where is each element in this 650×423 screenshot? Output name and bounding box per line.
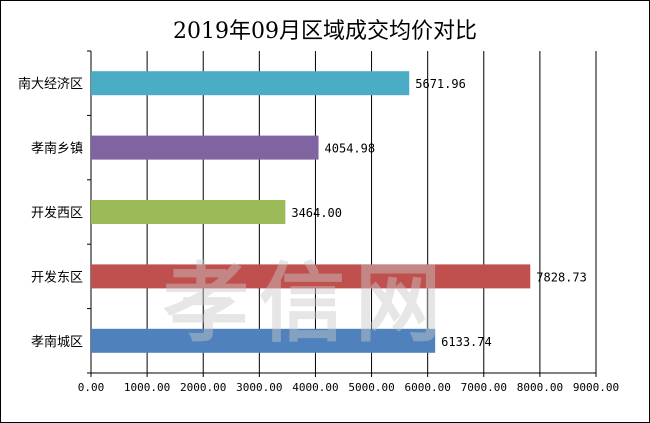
x-tick-label: 4000.00 (292, 381, 338, 394)
category-label: 孝南城区 (31, 334, 83, 350)
category-label: 开发东区 (31, 269, 83, 285)
bar (91, 264, 531, 289)
x-tick-label: 1000.00 (124, 381, 170, 394)
chart-title: 2019年09月区域成交均价对比 (173, 19, 477, 44)
x-tick-label: 7000.00 (461, 381, 507, 394)
bar (91, 328, 436, 353)
category-label: 开发西区 (31, 205, 83, 221)
x-tick-label: 0.00 (78, 381, 105, 394)
data-label: 5671.96 (415, 77, 466, 91)
bar (91, 200, 286, 224)
x-tick-label: 6000.00 (404, 381, 450, 394)
data-label: 7828.73 (536, 270, 587, 284)
data-label: 6133.74 (441, 335, 492, 349)
bar (91, 71, 410, 96)
x-tick-label: 2000.00 (180, 381, 226, 394)
data-label: 4054.98 (325, 142, 376, 156)
category-label: 孝南乡镇 (31, 141, 83, 157)
x-tick-label: 8000.00 (517, 381, 563, 394)
bar (91, 135, 319, 160)
data-label: 3464.00 (291, 206, 342, 220)
x-tick-label: 3000.00 (236, 381, 282, 394)
x-tick-label: 5000.00 (348, 381, 394, 394)
x-tick-label: 9000.00 (573, 381, 619, 394)
category-label: 南大经济区 (18, 76, 83, 92)
